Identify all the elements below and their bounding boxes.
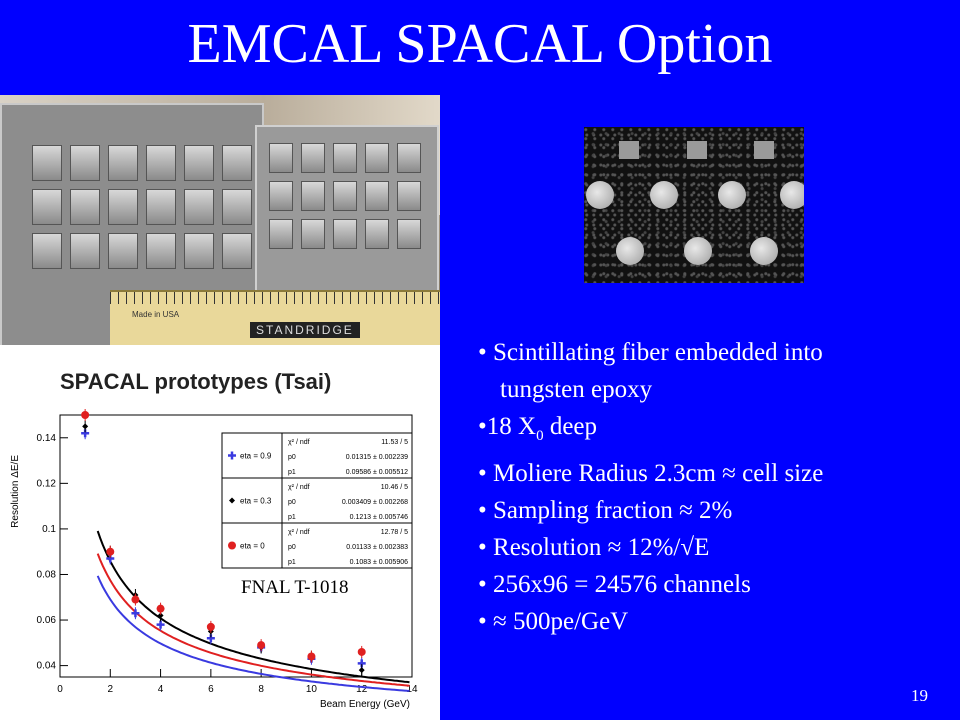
data-point: [358, 667, 365, 674]
bullet-item: • 256x96 = 24576 channels: [478, 571, 751, 598]
x-tick-label: 8: [258, 684, 264, 695]
data-point: [82, 423, 89, 430]
fit-curve: [96, 575, 410, 692]
y-tick-label: 0.06: [37, 615, 57, 626]
x-tick-label: 4: [158, 684, 164, 695]
data-point: [206, 622, 215, 631]
y-tick-label: 0.04: [37, 661, 57, 672]
y-tick-label: 0.12: [37, 478, 57, 489]
data-point: [131, 595, 140, 604]
data-point: [357, 647, 366, 656]
legend-series-name: eta = 0.3: [240, 497, 272, 506]
prototype-photo: Made in USA STANDRIDGE: [0, 95, 440, 345]
ruler-brand-label: STANDRIDGE: [250, 322, 360, 338]
legend-marker: [229, 497, 235, 504]
legend-fit-value: 10.46 / 5: [381, 484, 408, 491]
legend-series-name: eta = 0: [240, 542, 265, 551]
y-axis-label: Resolution ΔE/E: [10, 455, 21, 528]
legend-marker: [228, 541, 236, 550]
bullet-item: • Sampling fraction ≈ 2%: [478, 497, 733, 524]
legend-fit-key: χ² / ndf: [288, 529, 310, 536]
legend-series-name: eta = 0.9: [240, 452, 272, 461]
legend-fit-key: p0: [288, 454, 296, 461]
x-tick-label: 0: [57, 684, 63, 695]
slide-title: EMCAL SPACAL Option: [187, 13, 773, 75]
data-point: [131, 609, 140, 618]
x-tick-label: 10: [306, 684, 318, 695]
data-point: [307, 652, 316, 661]
legend-marker: [228, 451, 236, 460]
data-point: [81, 411, 90, 419]
legend-fit-value: 0.1083 ± 0.005906: [350, 559, 408, 566]
plot-title: SPACAL prototypes (Tsai): [60, 369, 332, 394]
bullet-item: • Resolution ≈ 12%/√E: [478, 534, 710, 561]
legend-fit-value: 11.53 / 5: [381, 439, 408, 446]
ruler-made-label: Made in USA: [132, 310, 180, 319]
fit-curve: [96, 530, 410, 684]
legend-fit-value: 0.09586 ± 0.005512: [346, 469, 408, 476]
x-tick-label: 2: [108, 684, 114, 695]
x-tick-label: 12: [356, 684, 368, 695]
legend-fit-key: p1: [288, 559, 296, 566]
y-tick-label: 0.1: [42, 524, 56, 535]
fnal-label: FNAL T-1018: [241, 577, 349, 598]
bullet-list: • Scintillating fiber embedded into tung…: [478, 334, 948, 640]
legend-fit-value: 0.01133 ± 0.002383: [346, 544, 408, 551]
legend-fit-key: χ² / ndf: [288, 439, 310, 446]
data-point: [156, 620, 165, 629]
legend-box: [221, 432, 413, 569]
data-point: [257, 641, 266, 650]
slide-number: 19: [911, 686, 928, 705]
fiber-cross-section-image: [584, 127, 804, 283]
bullet-item: • Scintillating fiber embedded into: [478, 339, 823, 366]
legend-fit-value: 0.1213 ± 0.005746: [350, 514, 408, 521]
data-point: [156, 604, 165, 613]
x-tick-label: 6: [208, 684, 214, 695]
x-axis-label: Beam Energy (GeV): [320, 699, 410, 710]
bullet-item: •18 X0 deep: [478, 413, 598, 444]
resolution-chart-svg: 0 2 4 6 8 10 12 14 0.04 0.06 0.08 0.1 0.12 0.14 Beam E…: [10, 409, 418, 710]
ruler: Made in USA STANDRIDGE: [110, 290, 440, 345]
legend-fit-key: χ² / ndf: [288, 484, 310, 491]
bullet-item: tungsten epoxy: [500, 376, 653, 403]
y-tick-label: 0.08: [37, 569, 57, 580]
data-point: [157, 612, 164, 619]
data-point: [106, 547, 115, 556]
legend-fit-value: 12.78 / 5: [381, 529, 408, 536]
legend-fit-key: p0: [288, 544, 296, 551]
legend-fit-value: 0.01315 ± 0.002239: [346, 454, 408, 461]
legend-fit-key: p0: [288, 499, 296, 506]
x-tick-label: 14: [406, 684, 418, 695]
bullet-item: • ≈ 500pe/GeV: [478, 608, 629, 635]
resolution-plot: SPACAL prototypes (Tsai) 0 2 4 6 8 10 12 14 0.04…: [0, 345, 440, 720]
legend-fit-key: p1: [288, 514, 296, 521]
legend-fit-key: p1: [288, 469, 296, 476]
legend-fit-value: 0.003409 ± 0.002268: [342, 499, 408, 506]
bullet-item: • Moliere Radius 2.3cm ≈ cell size: [478, 460, 824, 487]
fit-curve: [96, 553, 410, 687]
y-tick-label: 0.14: [37, 433, 57, 444]
